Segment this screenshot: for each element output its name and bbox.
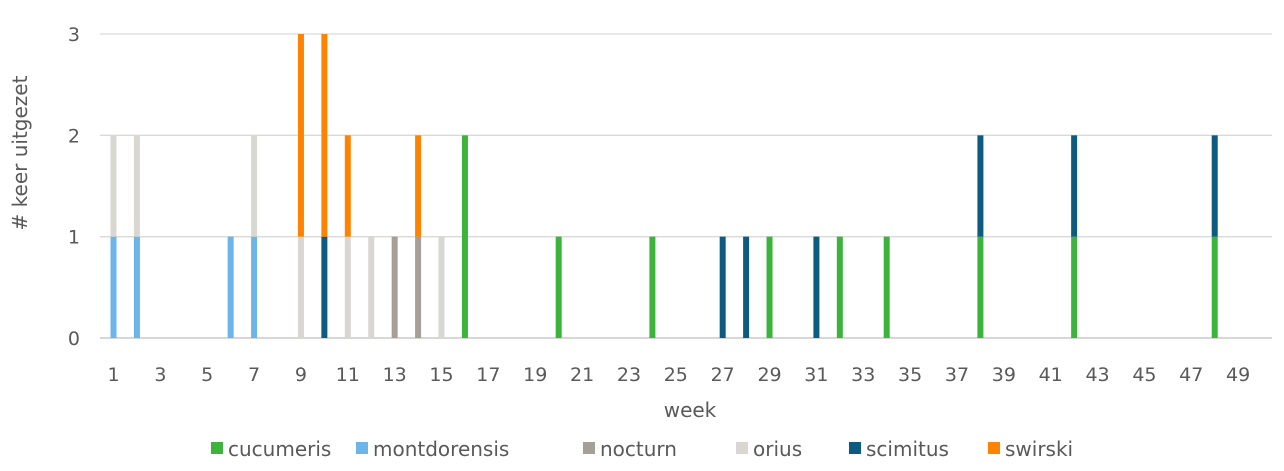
x-tick-label: 41 <box>1039 364 1063 386</box>
bar-scimitus <box>1211 135 1218 237</box>
bar-cucumeris <box>836 236 843 338</box>
y-tick-label: 1 <box>68 227 80 249</box>
bar-scimitus <box>813 236 820 338</box>
legend-swatch-nocturn <box>583 442 595 454</box>
legend-label-orius: orius <box>753 437 802 461</box>
x-tick-label: 29 <box>757 364 781 386</box>
bar-montdorensis <box>133 236 140 338</box>
y-axis-title: # keer uitgezet <box>8 75 32 230</box>
legend: cucumeris montdorensis nocturn orius scimitu… <box>211 437 1073 461</box>
bar-scimitus <box>719 236 726 338</box>
legend-label-montdorensis: montdorensis <box>373 437 509 461</box>
bar-montdorensis <box>110 236 117 338</box>
x-tick-label: 49 <box>1226 364 1250 386</box>
x-tick-label: 35 <box>898 364 922 386</box>
bar-orius <box>344 236 351 338</box>
y-tick-label: 0 <box>68 328 80 350</box>
bar-orius <box>297 236 304 338</box>
bar-swirski <box>415 135 422 237</box>
x-tick-label: 23 <box>617 364 641 386</box>
bar-orius <box>368 236 375 338</box>
x-tick-label: 7 <box>248 364 260 386</box>
legend-swatch-cucumeris <box>211 442 223 454</box>
bar-orius <box>438 236 445 338</box>
legend-label-cucumeris: cucumeris <box>228 437 331 461</box>
bar-cucumeris <box>1211 236 1218 338</box>
legend-swatch-swirski <box>988 442 1000 454</box>
x-tick-label: 37 <box>945 364 969 386</box>
x-tick-label: 19 <box>523 364 547 386</box>
legend-swatch-orius <box>736 442 748 454</box>
x-tick-label: 17 <box>476 364 500 386</box>
bar-scimitus <box>977 135 984 237</box>
y-tick-label: 2 <box>68 125 80 147</box>
bar-cucumeris <box>766 236 773 338</box>
bar-orius <box>251 135 258 237</box>
bars <box>110 34 1218 338</box>
x-tick-label: 43 <box>1085 364 1109 386</box>
y-tick-labels: 0 1 2 3 <box>68 24 80 350</box>
legend-label-nocturn: nocturn <box>600 437 677 461</box>
x-tick-label: 47 <box>1179 364 1203 386</box>
x-tick-label: 25 <box>664 364 688 386</box>
x-tick-label: 45 <box>1132 364 1156 386</box>
bar-montdorensis <box>251 236 258 338</box>
bar-cucumeris <box>461 135 468 338</box>
x-tick-labels: 1 3 5 7 9 11 13 15 17 19 21 23 25 27 29 31 33 35 37 39 41 43 4… <box>107 364 1250 386</box>
bar-cucumeris <box>649 236 656 338</box>
bar-nocturn <box>391 236 398 338</box>
x-axis-title: week <box>664 398 717 422</box>
x-tick-label: 33 <box>851 364 875 386</box>
x-tick-label: 9 <box>295 364 307 386</box>
x-tick-label: 15 <box>429 364 453 386</box>
bar-cucumeris <box>1071 236 1078 338</box>
bar-scimitus <box>743 236 750 338</box>
legend-swatch-scimitus <box>849 442 861 454</box>
x-tick-label: 13 <box>383 364 407 386</box>
bar-swirski <box>297 34 304 237</box>
legend-swatch-montdorensis <box>356 442 368 454</box>
bar-swirski <box>321 34 328 237</box>
bar-cucumeris <box>555 236 562 338</box>
y-tick-label: 3 <box>68 24 80 46</box>
bar-scimitus <box>321 236 328 338</box>
legend-label-scimitus: scimitus <box>866 437 949 461</box>
bar-scimitus <box>1071 135 1078 237</box>
x-tick-label: 21 <box>570 364 594 386</box>
x-tick-label: 3 <box>154 364 166 386</box>
x-tick-label: 1 <box>107 364 119 386</box>
gridlines <box>100 33 1272 339</box>
x-tick-label: 31 <box>804 364 828 386</box>
bar-swirski <box>344 135 351 237</box>
x-tick-label: 39 <box>992 364 1016 386</box>
bar-cucumeris <box>883 236 890 338</box>
bar-orius <box>133 135 140 237</box>
bar-montdorensis <box>227 236 234 338</box>
x-tick-label: 5 <box>201 364 213 386</box>
bar-orius <box>110 135 117 237</box>
bar-cucumeris <box>977 236 984 338</box>
x-tick-label: 11 <box>336 364 360 386</box>
legend-label-swirski: swirski <box>1005 437 1073 461</box>
x-tick-label: 27 <box>711 364 735 386</box>
bar-nocturn <box>415 236 422 338</box>
